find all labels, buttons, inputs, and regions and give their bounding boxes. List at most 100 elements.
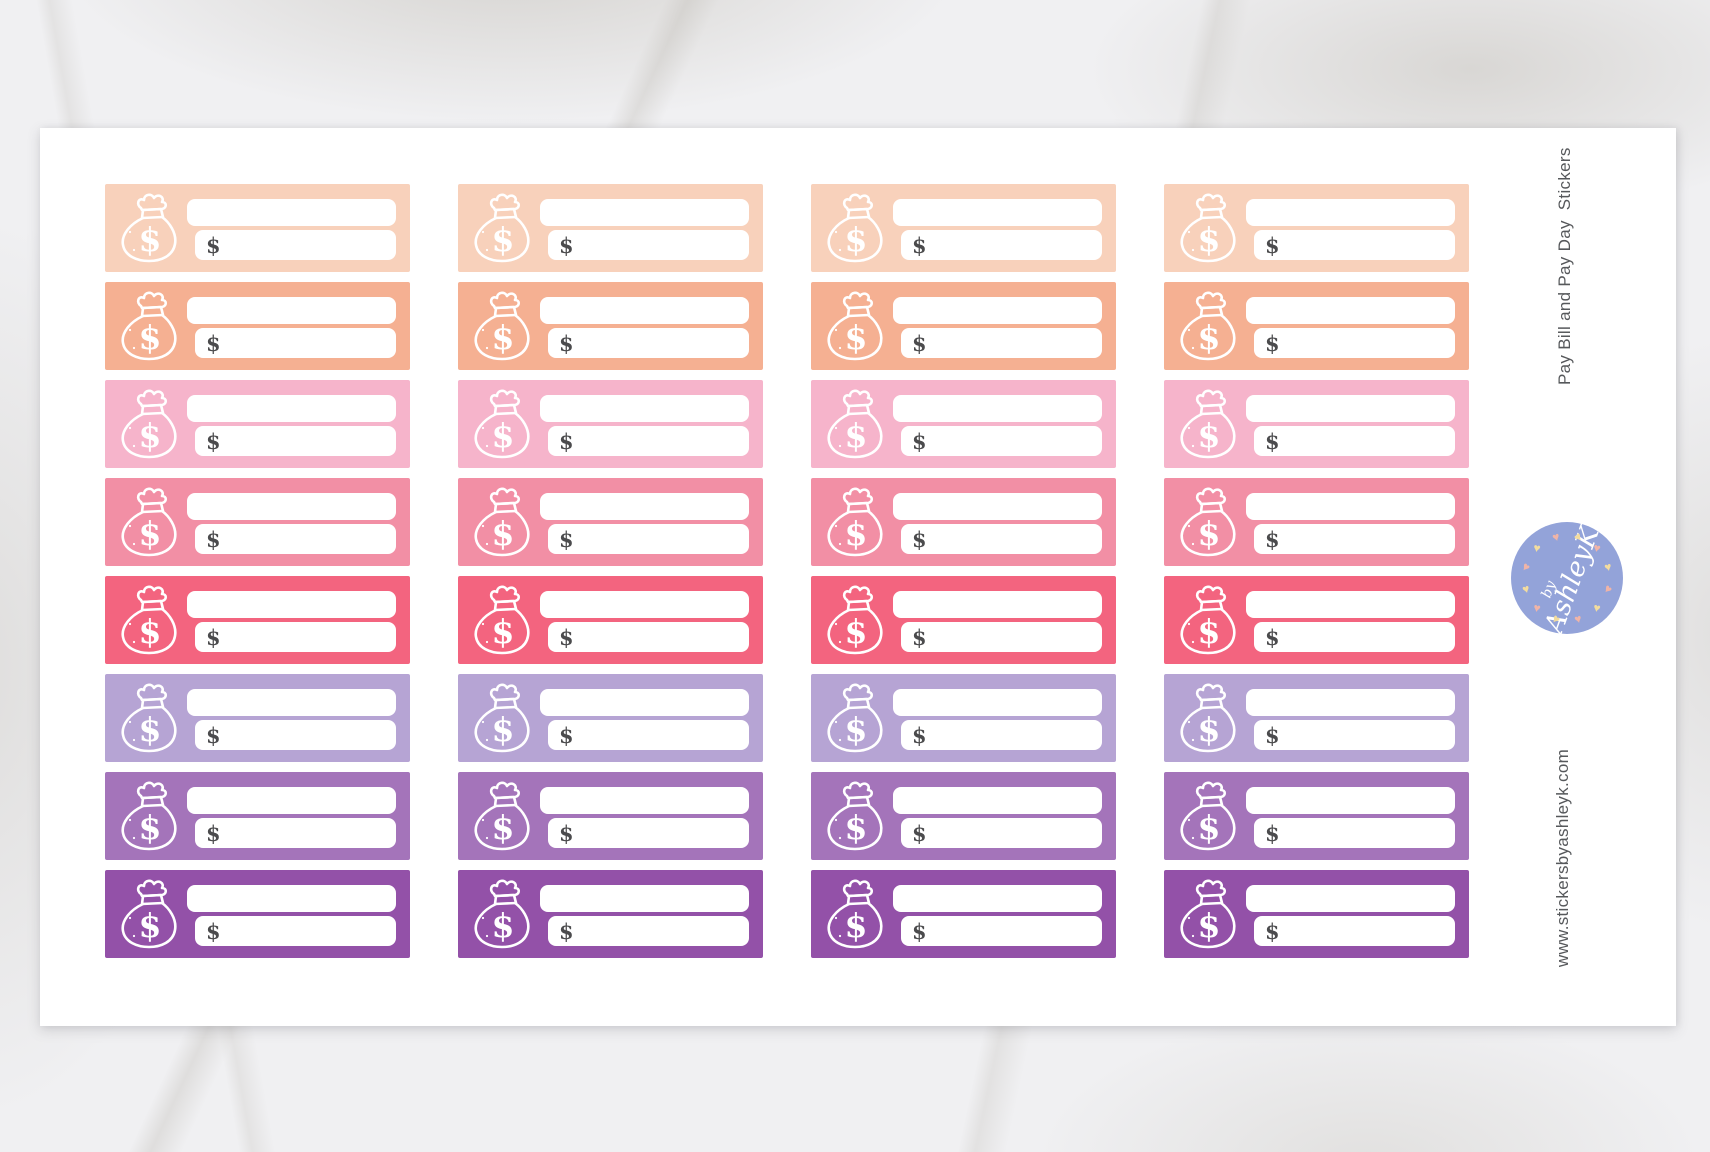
bill-name-field <box>893 199 1102 226</box>
bill-amount-field: $ <box>901 622 1102 652</box>
bill-name-field <box>540 689 749 716</box>
bag-dollar-glyph: $ <box>1198 808 1221 847</box>
sticker-purple-medium: $ $ <box>1164 772 1469 860</box>
bag-dollar-glyph: $ <box>139 710 162 749</box>
bag-dollar-glyph: $ <box>1198 906 1221 945</box>
dollar-sign: $ <box>559 526 574 552</box>
bill-name-field <box>1246 493 1455 520</box>
bill-name-field <box>1246 787 1455 814</box>
sticker-grid: $ $ $ $ <box>105 184 1469 958</box>
bill-amount-field: $ <box>1254 328 1455 358</box>
bill-name-field <box>540 885 749 912</box>
money-bag-icon: $ <box>474 291 530 361</box>
bag-dollar-glyph: $ <box>139 906 162 945</box>
bill-name-field <box>540 591 749 618</box>
money-bag-icon: $ <box>121 585 177 655</box>
bag-dollar-glyph: $ <box>845 220 868 259</box>
bill-amount-field: $ <box>1254 720 1455 750</box>
money-bag-icon: $ <box>827 585 883 655</box>
bill-name-field <box>893 297 1102 324</box>
bag-dollar-glyph: $ <box>492 318 515 357</box>
website-url-vertical: www.stickersbyashleyk.com <box>1553 748 1572 968</box>
sticker-purple: $ $ <box>458 870 763 958</box>
money-bag-icon: $ <box>1180 683 1236 753</box>
bill-name-field <box>1246 885 1455 912</box>
bill-amount-field: $ <box>901 720 1102 750</box>
bill-name-field <box>1246 199 1455 226</box>
bill-amount-field: $ <box>548 524 749 554</box>
brand-logo: by AshleyK ♥ ♥ ♥ ♥ ♥ ♥ ♥ ♥ ♥ ♥ ♥ ♥ <box>1511 522 1623 637</box>
bill-amount-field: $ <box>195 426 396 456</box>
dollar-sign: $ <box>912 918 927 944</box>
money-bag-icon: $ <box>1180 389 1236 459</box>
bill-name-field <box>1246 395 1455 422</box>
sticker-purple: $ $ <box>105 870 410 958</box>
dollar-sign: $ <box>206 428 221 454</box>
sticker-purple-medium: $ $ <box>811 772 1116 860</box>
money-bag-icon: $ <box>827 389 883 459</box>
bill-amount-field: $ <box>1254 622 1455 652</box>
logo-script: by AshleyK <box>1495 506 1639 650</box>
sticker-peach: $ $ <box>105 282 410 370</box>
bag-dollar-glyph: $ <box>1198 318 1221 357</box>
dollar-sign: $ <box>912 232 927 258</box>
sticker-pink-light: $ $ <box>458 380 763 468</box>
bill-amount-field: $ <box>195 328 396 358</box>
money-bag-icon: $ <box>474 585 530 655</box>
money-bag-icon: $ <box>1180 781 1236 851</box>
sticker-pink: $ $ <box>1164 478 1469 566</box>
money-bag-icon: $ <box>121 781 177 851</box>
money-bag-icon: $ <box>474 781 530 851</box>
bill-amount-field: $ <box>548 426 749 456</box>
bag-dollar-glyph: $ <box>492 710 515 749</box>
bill-name-field <box>893 885 1102 912</box>
bill-amount-field: $ <box>195 916 396 946</box>
bill-amount-field: $ <box>195 818 396 848</box>
bill-name-field <box>1246 591 1455 618</box>
heart-icon: ♥ <box>1591 540 1602 556</box>
heart-icon: ♥ <box>1602 559 1613 575</box>
bill-name-field <box>540 787 749 814</box>
bill-name-field <box>893 689 1102 716</box>
bill-name-field <box>893 493 1102 520</box>
sticker-purple-medium: $ $ <box>458 772 763 860</box>
bill-name-field <box>1246 297 1455 324</box>
bill-name-field <box>187 591 396 618</box>
sticker-peach-light: $ $ <box>458 184 763 272</box>
bag-dollar-glyph: $ <box>1198 416 1221 455</box>
bag-dollar-glyph: $ <box>492 808 515 847</box>
dollar-sign: $ <box>206 330 221 356</box>
bill-name-field <box>187 199 396 226</box>
money-bag-icon: $ <box>121 487 177 557</box>
sticker-purple-medium: $ $ <box>105 772 410 860</box>
sticker-rose: $ $ <box>458 576 763 664</box>
money-bag-icon: $ <box>474 683 530 753</box>
dollar-sign: $ <box>206 820 221 846</box>
dollar-sign: $ <box>559 820 574 846</box>
bill-name-field <box>187 493 396 520</box>
sticker-pink: $ $ <box>105 478 410 566</box>
money-bag-icon: $ <box>827 781 883 851</box>
money-bag-icon: $ <box>1180 585 1236 655</box>
dollar-sign: $ <box>1265 624 1280 650</box>
dollar-sign: $ <box>912 624 927 650</box>
bill-name-field <box>187 787 396 814</box>
dollar-sign: $ <box>1265 820 1280 846</box>
sticker-peach-light: $ $ <box>105 184 410 272</box>
dollar-sign: $ <box>912 526 927 552</box>
dollar-sign: $ <box>559 232 574 258</box>
bill-name-field <box>540 493 749 520</box>
bag-dollar-glyph: $ <box>139 416 162 455</box>
bill-name-field <box>540 395 749 422</box>
sticker-lilac: $ $ <box>458 674 763 762</box>
dollar-sign: $ <box>206 722 221 748</box>
sticker-rose: $ $ <box>811 576 1116 664</box>
money-bag-icon: $ <box>474 487 530 557</box>
sticker-peach-light: $ $ <box>1164 184 1469 272</box>
sticker-pink-light: $ $ <box>105 380 410 468</box>
bag-dollar-glyph: $ <box>1198 514 1221 553</box>
money-bag-icon: $ <box>827 879 883 949</box>
bill-amount-field: $ <box>195 524 396 554</box>
bill-amount-field: $ <box>1254 230 1455 260</box>
bill-amount-field: $ <box>901 230 1102 260</box>
